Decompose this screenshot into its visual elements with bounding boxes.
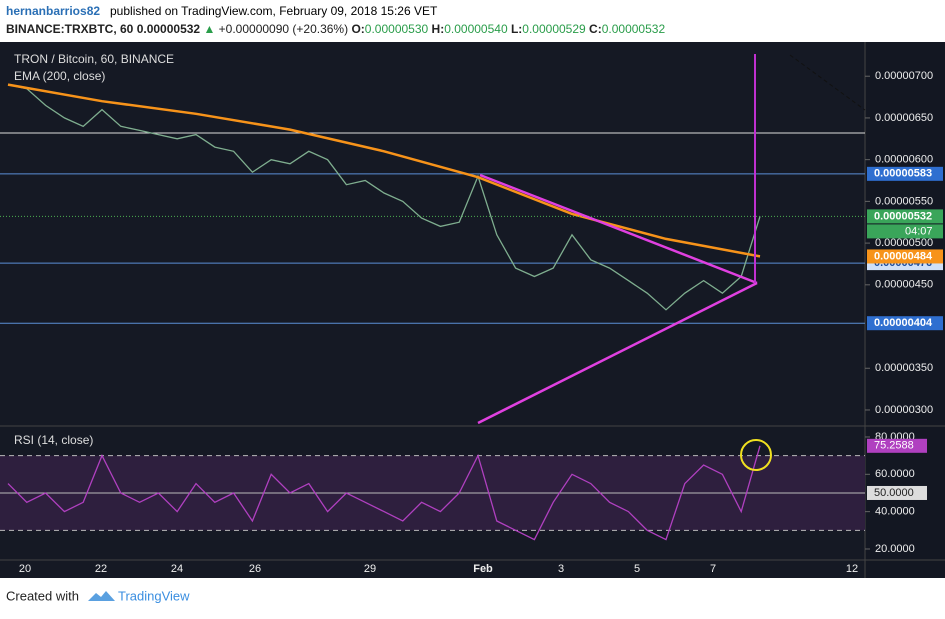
- y-tick-label: 0.00000500: [875, 237, 933, 249]
- countdown: 04:07: [905, 225, 933, 237]
- x-tick-label: Feb: [473, 563, 493, 575]
- quote-part: +0.00000090 (+20.36%): [219, 22, 348, 36]
- quote-part: 0.00000529: [522, 22, 586, 36]
- author[interactable]: hernanbarrios82: [6, 4, 100, 18]
- countdown-bg: [867, 224, 943, 239]
- published: published on TradingView.com, February 0…: [110, 4, 438, 18]
- y-tick-label: 0.00000650: [875, 112, 933, 124]
- chart-title: TRON / Bitcoin, 60, BINANCE: [14, 52, 174, 66]
- quote-part: BINANCE:TRXBTC, 60: [6, 22, 134, 36]
- price-tag: [867, 166, 943, 181]
- rsi-tag-label: 50.0000: [874, 487, 914, 499]
- trendline: [477, 281, 758, 425]
- y-tick-label: 0.00000350: [875, 362, 933, 374]
- quote-part: O:: [351, 22, 364, 36]
- rsi-tag: [867, 485, 927, 500]
- y-tick-label: 0.00000700: [875, 70, 933, 82]
- ema-line: [7, 83, 761, 258]
- trendline: [479, 173, 758, 285]
- rsi-last-tag: [867, 438, 927, 453]
- x-tick-label: 22: [95, 563, 107, 575]
- highlight-circle: [740, 439, 772, 471]
- rsi-tick-label: 40.0000: [875, 506, 915, 518]
- x-tick-label: 20: [19, 563, 31, 575]
- x-tick-label: 24: [171, 563, 183, 575]
- y-tick-label: 0.00000450: [875, 279, 933, 291]
- price-tag-label: 0.00000404: [874, 317, 933, 329]
- price-tag-label: 0.00000532: [874, 210, 932, 222]
- price-tag-label: 0.00000583: [874, 168, 932, 180]
- y-tick-label: 0.00000550: [875, 195, 933, 207]
- price-tag-label: 0.00000484: [874, 250, 933, 262]
- rsi-tick-label: 60.0000: [875, 468, 915, 480]
- price-tag: [867, 249, 943, 264]
- x-tick-label: 3: [558, 563, 564, 575]
- quote-part: L:: [511, 22, 522, 36]
- quote-part: 0.00000532: [137, 22, 201, 36]
- footer-brand[interactable]: TradingView: [118, 588, 190, 603]
- rsi-last-label: 75.2588: [874, 440, 914, 452]
- quote-part: 0.00000540: [444, 22, 508, 36]
- x-tick-label: 29: [364, 563, 376, 575]
- quote-part: C:: [589, 22, 602, 36]
- price-line: [7, 83, 761, 311]
- rsi-title: RSI (14, close): [14, 433, 93, 447]
- y-tick-label: 0.00000300: [875, 404, 933, 416]
- y-tick-label: 0.00000600: [875, 154, 933, 166]
- footer-created: Created with: [6, 588, 79, 603]
- legend-ema: EMA (200, close): [14, 69, 105, 83]
- rsi-tick-label: 20.0000: [875, 543, 915, 555]
- quote-part: H:: [432, 22, 445, 36]
- logo: [88, 591, 115, 601]
- dashed-line: [789, 54, 866, 111]
- x-tick-label: 7: [710, 563, 716, 575]
- x-tick-label: 5: [634, 563, 640, 575]
- x-tick-label: 26: [249, 563, 261, 575]
- quote-line: BINANCE:TRXBTC, 60 0.00000532 ▲ +0.00000…: [6, 22, 665, 36]
- quote-part: 0.00000532: [602, 22, 666, 36]
- price-tag: [867, 209, 943, 224]
- up-arrow: ▲: [203, 22, 218, 36]
- price-tag: [867, 316, 943, 331]
- quote-part: 0.00000530: [365, 22, 429, 36]
- x-tick-label: 12: [846, 563, 858, 575]
- rsi-line: [7, 445, 761, 541]
